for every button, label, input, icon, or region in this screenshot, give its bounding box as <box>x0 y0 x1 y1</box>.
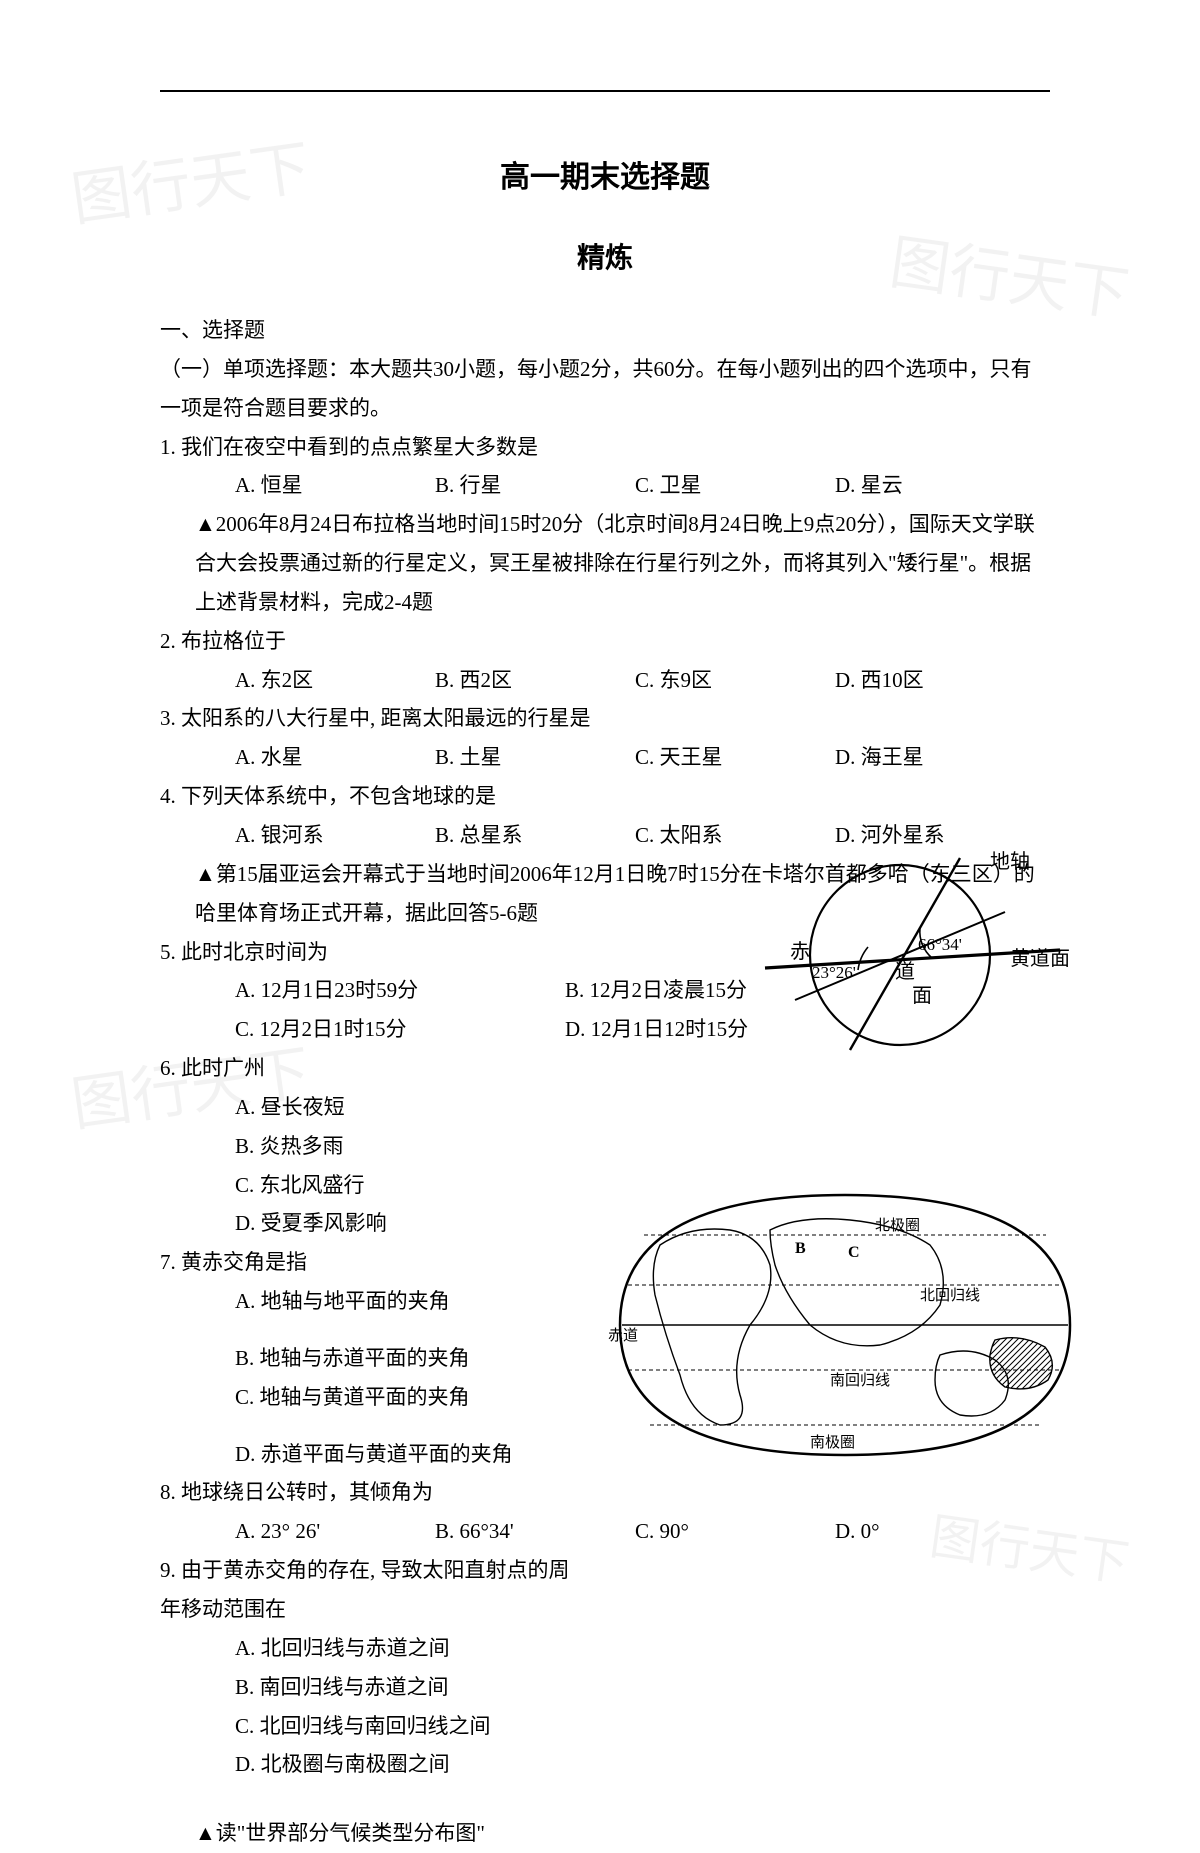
q5-opt-a: A. 12月1日23时59分 <box>235 971 565 1010</box>
label-angle1: 23°26' <box>812 963 856 982</box>
map-label-c: C <box>848 1244 860 1261</box>
map-antarctic: 南极圈 <box>810 1434 855 1451</box>
q3-opt-c: C. 天王星 <box>635 738 835 777</box>
section-heading: 一、选择题 <box>160 311 1050 350</box>
q1-stem: 1. 我们在夜空中看到的点点繁星大多数是 <box>160 428 1050 467</box>
q3-stem: 3. 太阳系的八大行星中, 距离太阳最远的行星是 <box>160 699 1050 738</box>
label-ecliptic: 黄道面 <box>1010 947 1070 970</box>
page-title: 高一期末选择题 <box>160 152 1050 196</box>
q3-options: A. 水星 B. 土星 C. 天王星 D. 海王星 <box>160 738 1050 777</box>
page-subtitle: 精炼 <box>160 236 1050 276</box>
context-1: ▲2006年8月24日布拉格当地时间15时20分（北京时间8月24日晚上9点20… <box>160 505 1050 622</box>
instructions: （一）单项选择题：本大题共30小题，每小题2分，共60分。在每小题列出的四个选项… <box>160 350 1050 428</box>
q6-opt-d: D. 受夏季风影响 <box>235 1204 445 1243</box>
q1-opt-a: A. 恒星 <box>235 466 435 505</box>
map-tropic-s: 南回归线 <box>830 1372 890 1389</box>
q1-options: A. 恒星 B. 行星 C. 卫星 D. 星云 <box>160 466 1050 505</box>
axial-tilt-diagram: 地轴 黄道面 赤 道 面 23°26' 66°34' <box>760 850 1070 1065</box>
q8-opt-b: B. 66°34' <box>435 1512 635 1551</box>
q2-opt-b: B. 西2区 <box>435 661 635 700</box>
q2-options: A. 东2区 B. 西2区 C. 东9区 D. 西10区 <box>160 661 1050 700</box>
q9-opt-d: D. 北极圈与南极圈之间 <box>160 1745 1050 1784</box>
q4-opt-b: B. 总星系 <box>435 816 635 855</box>
q8-stem: 8. 地球绕日公转时，其倾角为 <box>160 1473 1050 1512</box>
q3-opt-a: A. 水星 <box>235 738 435 777</box>
q6-opt-b: B. 炎热多雨 <box>235 1127 445 1166</box>
label-axis: 地轴 <box>990 850 1030 873</box>
q8-opt-c: C. 90° <box>635 1512 835 1551</box>
spacer <box>160 1784 1050 1814</box>
q2-opt-c: C. 东9区 <box>635 661 835 700</box>
label-angle2: 66°34' <box>918 935 962 954</box>
q9-stem-l2: 年移动范围在 <box>160 1590 1050 1629</box>
q2-opt-d: D. 西10区 <box>835 661 1035 700</box>
q9-stem-l1: 9. 由于黄赤交角的存在, 导致太阳直射点的周 <box>160 1551 1050 1590</box>
q1-opt-d: D. 星云 <box>835 466 1035 505</box>
q4-opt-a: A. 银河系 <box>235 816 435 855</box>
top-rule <box>160 90 1050 92</box>
map-label-b: B <box>795 1240 806 1257</box>
q8-opt-d: D. 0° <box>835 1512 880 1551</box>
q9-opt-b: B. 南回归线与赤道之间 <box>160 1668 1050 1707</box>
q6-opt-a: A. 昼长夜短 <box>235 1088 445 1127</box>
q4-stem: 4. 下列天体系统中，不包含地球的是 <box>160 777 1050 816</box>
q3-opt-d: D. 海王星 <box>835 738 1035 777</box>
q4-opt-c: C. 太阳系 <box>635 816 835 855</box>
q9-opt-a: A. 北回归线与赤道之间 <box>160 1629 1050 1668</box>
q9-opt-c: C. 北回归线与南回归线之间 <box>160 1707 1050 1746</box>
q5-opt-c: C. 12月2日1时15分 <box>235 1010 565 1049</box>
q3-opt-b: B. 土星 <box>435 738 635 777</box>
q4-opt-d: D. 河外星系 <box>835 816 1035 855</box>
body-content: 一、选择题 （一）单项选择题：本大题共30小题，每小题2分，共60分。在每小题列… <box>160 311 1050 1853</box>
q6-options: A. 昼长夜短 B. 炎热多雨 C. 东北风盛行 D. 受夏季风影响 <box>160 1088 640 1243</box>
label-eq-mid: 道 <box>895 960 915 983</box>
q6-opt-c: C. 东北风盛行 <box>235 1166 445 1205</box>
q4-options: A. 银河系 B. 总星系 C. 太阳系 D. 河外星系 <box>160 816 1050 855</box>
q2-stem: 2. 布拉格位于 <box>160 622 1050 661</box>
label-eq-bot: 面 <box>912 985 932 1007</box>
q8-opt-a: A. 23° 26' <box>235 1512 435 1551</box>
map-tropic-n: 北回归线 <box>920 1287 980 1304</box>
q8-options: A. 23° 26' B. 66°34' C. 90° D. 0° <box>160 1512 1050 1551</box>
map-arctic: 北极圈 <box>875 1217 920 1234</box>
q2-opt-a: A. 东2区 <box>235 661 435 700</box>
q1-opt-b: B. 行星 <box>435 466 635 505</box>
context-3: ▲读"世界部分气候类型分布图" <box>160 1814 1050 1853</box>
map-equator: 赤道 <box>608 1327 638 1344</box>
label-eq-top: 赤 <box>790 940 810 963</box>
exam-page: 图行天下 图行天下 图行天下 图行天下 高一期末选择题 精炼 一、选择题 （一）… <box>0 0 1200 1649</box>
world-map-diagram: B C 北极圈 北回归线 赤道 南回归线 南极圈 <box>600 1175 1090 1475</box>
q1-opt-c: C. 卫星 <box>635 466 835 505</box>
